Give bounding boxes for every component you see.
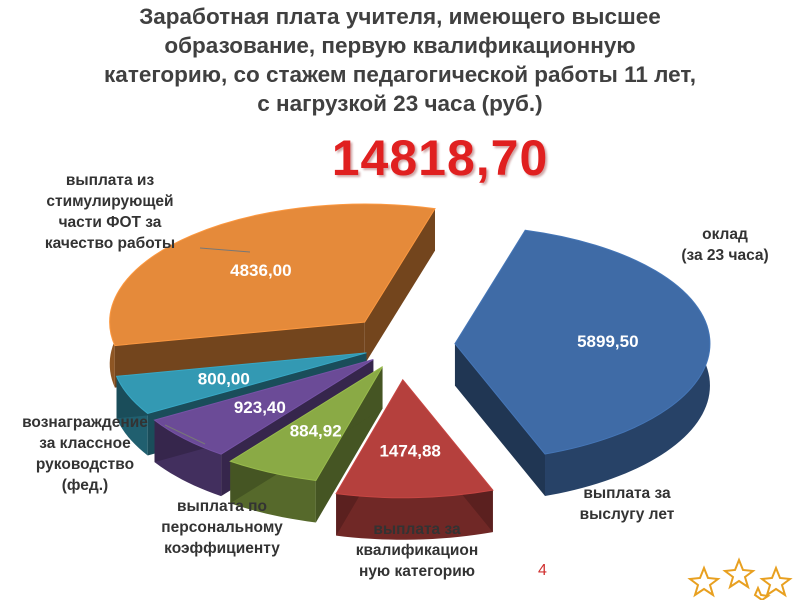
stars-decoration-icon (687, 557, 793, 600)
category-label-kvalif: выплата за квалификацион ную категорию (355, 521, 479, 580)
title-line-3: категорию, со стажем педагогической рабо… (104, 62, 696, 87)
category-label-vysluga: выплата за выслугу лет (579, 485, 675, 523)
value-label-vysluga: 1474,88 (379, 441, 440, 460)
pie-slice-kvalif (229, 366, 383, 523)
category-label-stimul: выплата из стимулирующей части ФОТ за ка… (44, 172, 176, 252)
category-label-oklad: оклад (за 23 часа) (681, 226, 769, 264)
value-label-oklad: 5899,50 (577, 332, 638, 351)
title-line-1: Заработная плата учителя, имеющего высше… (139, 4, 661, 29)
value-label-personal: 923,40 (234, 398, 286, 417)
total-amount: 14818,70 (331, 130, 549, 186)
title-line-2: образование, первую квалификационную (164, 33, 636, 58)
leader-line-1 (199, 247, 251, 253)
category-label-personal: выплата по персональному коэффициенту (161, 498, 283, 557)
value-label-klass: 800,00 (198, 369, 250, 388)
page-number: 4 (538, 562, 547, 579)
category-label-klass: вознаграждение за классное руководство (… (22, 414, 148, 494)
pie-slice-vysluga (335, 378, 494, 540)
title-line-4: с нагрузкой 23 часа (руб.) (257, 91, 543, 116)
leader-line-2 (164, 424, 206, 445)
value-label-stimul: 4836,00 (230, 261, 291, 280)
chart-title: Заработная плата учителя, имеющего высше… (20, 2, 780, 118)
value-label-kvalif: 884,92 (290, 421, 342, 440)
pie-slice-oklad (454, 229, 711, 497)
